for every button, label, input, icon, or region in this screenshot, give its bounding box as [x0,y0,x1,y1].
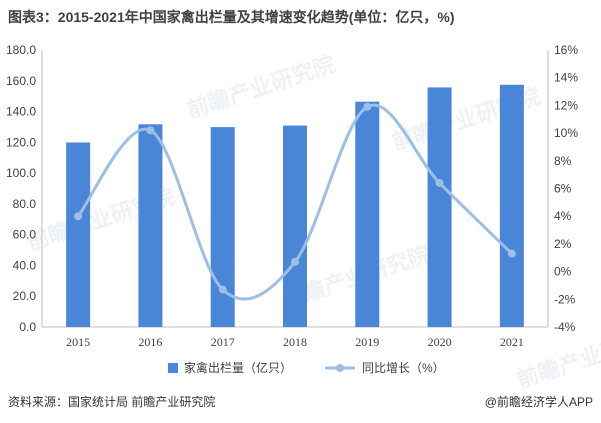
right-tick-label: 6% [554,182,572,196]
right-axis: -4% -2% 0% 2% 4% 6% 8% 10% 12% 14% 16% [547,43,578,334]
legend-bar-label: 家禽出栏量（亿只） [184,360,292,375]
watermark-text: 前瞻产业研究院 [184,51,339,123]
x-axis: 2015 2016 2017 2018 2019 2020 2021 [42,326,548,349]
x-tick-label: 2021 [500,335,524,349]
left-tick-label: 100.0 [6,166,36,180]
x-tick-label: 2017 [211,335,235,349]
right-tick-label: 10% [554,126,578,140]
right-tick-label: 8% [554,154,572,168]
left-tick-label: 40.0 [13,258,37,272]
bar [283,125,307,327]
chart-title: 图表3：2015-2021年中国家禽出栏量及其增速变化趋势(单位：亿只，%) [8,9,455,25]
x-tick-label: 2020 [428,335,452,349]
growth-point [74,212,83,221]
growth-point [218,285,227,294]
x-tick-label: 2015 [66,335,90,349]
brand-credit: @前瞻经济学人APP [484,395,593,409]
right-tick-label: 12% [554,98,578,112]
legend: 家禽出栏量（亿只） 同比增长（%） [168,360,445,375]
left-tick-label: 60.0 [13,228,37,242]
right-tick-label: 14% [554,71,578,85]
growth-point [435,178,444,187]
bar [355,101,380,327]
right-tick-label: -2% [554,292,576,306]
source-note: 资料来源：国家统计局 前瞻产业研究院 [8,395,216,409]
x-tick-label: 2016 [138,335,162,349]
legend-line-label: 同比增长（%） [362,361,445,375]
right-tick-label: 2% [554,237,572,251]
legend-bar-swatch [168,363,178,373]
legend-line-marker [336,364,344,372]
bar [138,124,163,327]
growth-point [291,257,299,266]
right-tick-label: 16% [554,43,578,57]
left-tick-label: 20.0 [13,289,37,303]
bar [499,84,524,327]
left-tick-label: 120.0 [6,135,36,149]
right-tick-label: 4% [554,209,572,223]
right-tick-label: -4% [554,320,576,334]
left-tick-label: 0.0 [19,320,36,334]
bar [427,87,452,328]
left-axis: 0.0 20.0 40.0 60.0 80.0 100.0 120.0 140.0 160.0 1… [6,43,43,334]
right-tick-label: 0% [554,265,572,279]
left-tick-label: 140.0 [6,105,36,119]
left-tick-label: 80.0 [13,197,37,211]
x-tick-label: 2019 [355,335,379,349]
growth-point [363,102,372,111]
line-series [74,102,516,301]
left-tick-label: 160.0 [6,74,36,88]
left-tick-label: 180.0 [6,43,36,57]
bar-series [66,84,524,328]
bar [66,142,91,327]
growth-point [507,249,516,258]
x-tick-label: 2018 [283,335,307,349]
growth-point [146,126,155,135]
